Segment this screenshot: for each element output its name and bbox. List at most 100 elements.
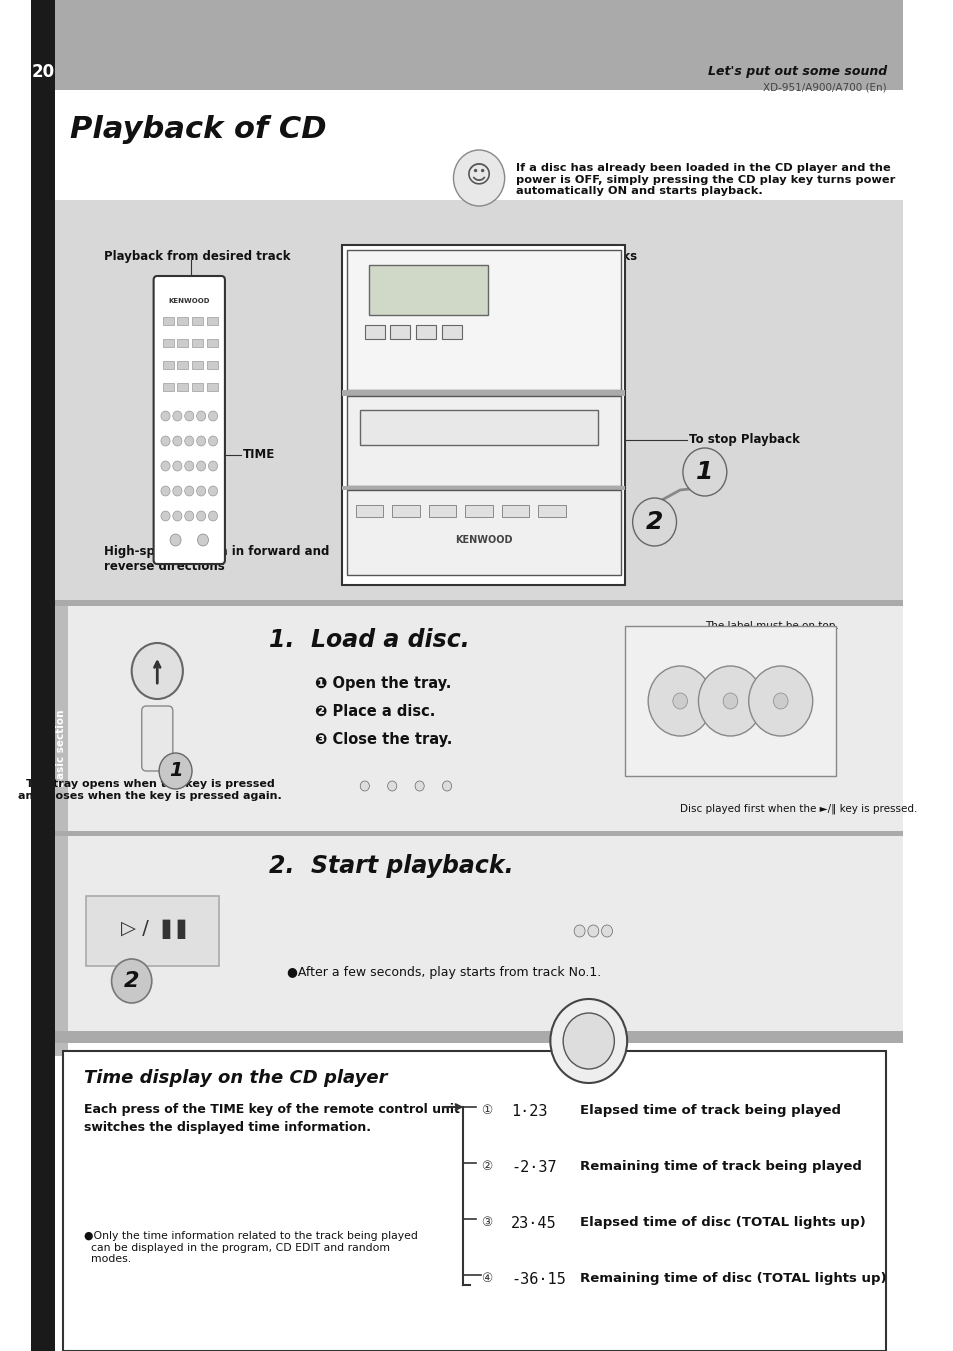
Circle shape xyxy=(698,666,761,736)
Circle shape xyxy=(185,511,193,521)
Bar xyxy=(355,505,383,517)
Circle shape xyxy=(161,486,170,496)
Text: 1·23: 1·23 xyxy=(511,1104,547,1119)
Text: ●After a few seconds, play starts from track No.1.: ●After a few seconds, play starts from t… xyxy=(287,966,600,979)
Text: Remaining time of track being played: Remaining time of track being played xyxy=(579,1161,861,1173)
Bar xyxy=(163,361,173,369)
Circle shape xyxy=(185,486,193,496)
Circle shape xyxy=(209,411,217,422)
Bar xyxy=(55,836,902,1031)
Circle shape xyxy=(587,925,598,938)
Text: 1.  Load a disc.: 1. Load a disc. xyxy=(269,628,469,653)
Bar xyxy=(192,361,203,369)
Circle shape xyxy=(132,643,183,698)
Bar xyxy=(192,339,203,347)
Bar xyxy=(177,382,188,390)
Circle shape xyxy=(196,411,206,422)
Text: ②: ② xyxy=(480,1161,492,1173)
Text: ④: ④ xyxy=(480,1273,492,1285)
Text: Let's put out some sound: Let's put out some sound xyxy=(707,65,886,78)
Circle shape xyxy=(159,753,192,789)
Bar xyxy=(624,626,835,775)
Text: The tray opens when the key is pressed
and closes when the key is pressed again.: The tray opens when the key is pressed a… xyxy=(18,780,281,801)
Text: ▷ / ▐▐: ▷ / ▐▐ xyxy=(120,919,185,939)
Bar xyxy=(177,339,188,347)
Text: 2: 2 xyxy=(645,509,662,534)
Text: The label must be on top.: The label must be on top. xyxy=(704,621,838,631)
Bar xyxy=(163,339,173,347)
Bar xyxy=(207,317,217,326)
Bar xyxy=(55,831,902,836)
Bar xyxy=(192,382,203,390)
Bar xyxy=(192,317,203,326)
Bar xyxy=(465,505,493,517)
Circle shape xyxy=(360,781,369,790)
Circle shape xyxy=(185,461,193,471)
Circle shape xyxy=(161,461,170,471)
Bar xyxy=(390,326,410,339)
Bar xyxy=(55,607,68,1056)
Circle shape xyxy=(550,998,626,1084)
Text: If a disc has already been loaded in the CD player and the
power is OFF, simply : If a disc has already been loaded in the… xyxy=(515,163,894,196)
Bar xyxy=(341,486,624,490)
Bar xyxy=(346,396,620,486)
Circle shape xyxy=(172,411,182,422)
Bar xyxy=(360,409,598,444)
Circle shape xyxy=(632,499,676,546)
Bar xyxy=(163,382,173,390)
Bar xyxy=(55,600,902,607)
Bar xyxy=(31,0,902,91)
Text: 1: 1 xyxy=(169,762,182,781)
Text: ❶ Open the tray.: ❶ Open the tray. xyxy=(314,676,451,690)
Circle shape xyxy=(172,436,182,446)
Text: TIME: TIME xyxy=(243,449,275,462)
Circle shape xyxy=(196,486,206,496)
Circle shape xyxy=(170,534,181,546)
Bar xyxy=(163,317,173,326)
Text: -36·15: -36·15 xyxy=(511,1273,565,1288)
Circle shape xyxy=(574,925,584,938)
Text: -2·37: -2·37 xyxy=(511,1161,557,1175)
Text: Playback from desired track: Playback from desired track xyxy=(104,250,291,263)
Circle shape xyxy=(773,693,787,709)
Circle shape xyxy=(161,511,170,521)
Text: Elapsed time of track being played: Elapsed time of track being played xyxy=(579,1104,840,1117)
Bar xyxy=(428,505,456,517)
Text: switches the displayed time information.: switches the displayed time information. xyxy=(84,1121,371,1133)
Text: Each press of the TIME key of the remote control unit: Each press of the TIME key of the remote… xyxy=(84,1102,459,1116)
Text: KENWOOD: KENWOOD xyxy=(169,299,210,304)
Text: ☺: ☺ xyxy=(465,163,492,186)
Bar xyxy=(86,896,218,966)
Bar xyxy=(63,1051,885,1351)
FancyBboxPatch shape xyxy=(153,276,225,563)
Circle shape xyxy=(387,781,396,790)
Text: ❸ Close the tray.: ❸ Close the tray. xyxy=(314,732,452,747)
Circle shape xyxy=(442,781,451,790)
Bar xyxy=(341,390,624,396)
Circle shape xyxy=(453,150,504,205)
Circle shape xyxy=(601,925,612,938)
Text: 2: 2 xyxy=(124,971,139,992)
Bar xyxy=(346,250,620,390)
Circle shape xyxy=(748,666,812,736)
Bar xyxy=(369,265,488,315)
Text: 2.  Start playback.: 2. Start playback. xyxy=(269,854,513,878)
Circle shape xyxy=(196,461,206,471)
Text: Playback form desired track: Playback form desired track xyxy=(369,555,556,567)
Text: Skipping tracks: Skipping tracks xyxy=(534,250,637,263)
Bar xyxy=(177,317,188,326)
Bar xyxy=(346,490,620,576)
Circle shape xyxy=(209,511,217,521)
Bar xyxy=(537,505,565,517)
Bar xyxy=(177,361,188,369)
Circle shape xyxy=(161,411,170,422)
Circle shape xyxy=(209,461,217,471)
Bar xyxy=(55,200,902,600)
Circle shape xyxy=(672,693,687,709)
Circle shape xyxy=(682,449,726,496)
Circle shape xyxy=(196,511,206,521)
FancyBboxPatch shape xyxy=(142,707,172,771)
Bar xyxy=(416,326,436,339)
Bar xyxy=(501,505,529,517)
Circle shape xyxy=(185,411,193,422)
